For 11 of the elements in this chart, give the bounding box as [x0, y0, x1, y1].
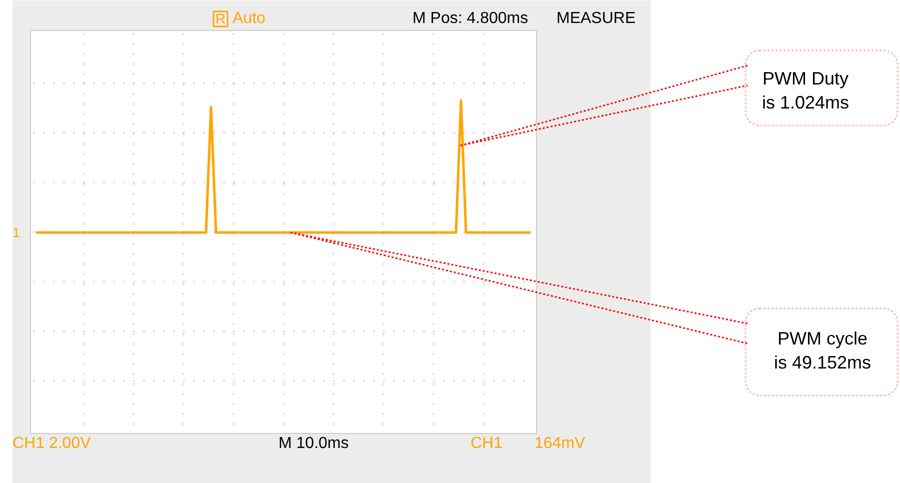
text: 1 — [12, 225, 20, 240]
text: CH1 — [470, 435, 503, 452]
text: PWM Duty is 1.024ms — [762, 68, 850, 112]
text: M Pos: 4.800ms — [412, 10, 528, 27]
text: R — [215, 10, 226, 26]
text: PWM cycle is 49.152ms — [774, 328, 872, 372]
text: Auto — [232, 10, 266, 27]
text: 164mV — [534, 435, 586, 452]
text: MEASURE — [556, 10, 636, 27]
text: M 10.0ms — [278, 435, 349, 452]
text: CH1 2.00V — [12, 435, 92, 452]
